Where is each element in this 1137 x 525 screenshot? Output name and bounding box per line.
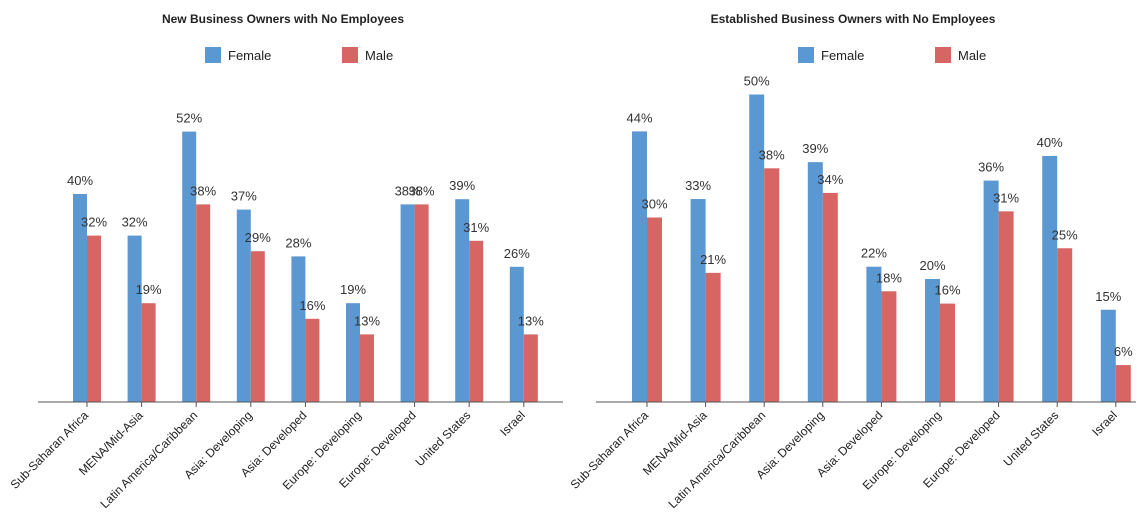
- data-label-male: 25%: [1052, 227, 1078, 242]
- bar-male: [360, 334, 374, 402]
- legend-swatch-female: [205, 47, 221, 63]
- bar-female: [346, 303, 360, 402]
- data-label-male: 16%: [299, 298, 325, 313]
- data-label-male: 38%: [409, 183, 435, 198]
- data-label-male: 38%: [759, 147, 785, 162]
- data-label-female: 19%: [340, 282, 366, 297]
- legend-swatch-male: [935, 47, 951, 63]
- bar-female: [925, 279, 940, 402]
- chart-title: New Business Owners with No Employees: [162, 12, 404, 26]
- data-label-female: 36%: [978, 160, 1004, 175]
- data-label-male: 38%: [190, 183, 216, 198]
- data-label-female: 37%: [231, 189, 257, 204]
- x-tick-label: United States: [1000, 408, 1061, 469]
- bar-male: [881, 291, 897, 402]
- data-label-female: 20%: [919, 258, 945, 273]
- bar-female: [400, 204, 415, 402]
- bar-male: [940, 303, 955, 402]
- data-label-female: 44%: [626, 110, 652, 125]
- bar-female: [236, 209, 251, 402]
- data-label-male: 13%: [518, 313, 544, 328]
- bar-female: [127, 235, 142, 402]
- legend: Female Male: [205, 47, 393, 63]
- bar-male: [305, 318, 320, 402]
- bar-female: [632, 131, 647, 402]
- plot-area: 44%30%Sub-Saharan Africa33%21%MENA/Mid-A…: [568, 74, 1136, 511]
- data-label-male: 6%: [1114, 344, 1133, 359]
- bar-male: [1057, 248, 1073, 402]
- bar-female: [749, 94, 765, 402]
- bar-female: [182, 131, 197, 402]
- new-business-owners-chart: New Business Owners with No Employees Fe…: [8, 12, 563, 511]
- data-label-female: 22%: [861, 246, 887, 261]
- data-label-female: 39%: [449, 178, 475, 193]
- data-label-male: 19%: [136, 282, 162, 297]
- data-label-male: 13%: [354, 313, 380, 328]
- bar-male: [647, 217, 662, 402]
- data-label-female: 39%: [802, 141, 828, 156]
- data-label-male: 31%: [993, 190, 1019, 205]
- x-tick-label: Israel: [497, 408, 528, 439]
- data-label-female: 40%: [1037, 135, 1063, 150]
- bar-female: [455, 199, 470, 402]
- bar-female: [1042, 156, 1058, 402]
- legend-swatch-female: [798, 47, 814, 63]
- bar-female: [509, 266, 524, 402]
- bar-male: [822, 192, 838, 402]
- bar-male: [414, 204, 429, 402]
- bar-male: [705, 272, 721, 402]
- data-label-female: 32%: [122, 215, 148, 230]
- x-tick-label: Latin America/Caribbean: [97, 408, 200, 511]
- bar-male: [1115, 365, 1131, 402]
- legend-label-female: Female: [821, 48, 864, 63]
- data-label-female: 38%: [395, 183, 421, 198]
- data-label-male: 30%: [641, 197, 667, 212]
- bar-female: [291, 256, 306, 402]
- data-label-female: 33%: [685, 178, 711, 193]
- bar-female: [983, 180, 999, 402]
- data-label-female: 52%: [176, 111, 202, 126]
- bar-male: [469, 240, 484, 402]
- data-label-male: 29%: [245, 230, 271, 245]
- data-label-female: 50%: [744, 74, 770, 89]
- data-label-male: 34%: [817, 172, 843, 187]
- bar-female: [866, 266, 882, 402]
- x-tick-label: United States: [412, 408, 473, 469]
- plot-area: 40%32%Sub-Saharan Africa32%19%MENA/Mid-A…: [8, 111, 563, 511]
- chart-title: Established Business Owners with No Empl…: [711, 12, 996, 26]
- data-label-female: 28%: [285, 235, 311, 250]
- bar-male: [998, 211, 1014, 402]
- data-label-female: 40%: [67, 173, 93, 188]
- bar-male: [523, 334, 538, 402]
- bar-male: [250, 251, 265, 402]
- x-tick-label: Sub-Saharan Africa: [568, 408, 652, 492]
- bar-male: [87, 235, 101, 402]
- bar-male: [196, 204, 211, 402]
- data-label-male: 18%: [876, 270, 902, 285]
- data-label-male: 21%: [700, 252, 726, 267]
- legend-swatch-male: [342, 47, 358, 63]
- legend-label-male: Male: [958, 48, 986, 63]
- legend: Female Male: [798, 47, 986, 63]
- x-tick-label: Israel: [1089, 408, 1120, 439]
- legend-label-male: Male: [365, 48, 393, 63]
- data-label-male: 16%: [934, 283, 960, 298]
- established-business-owners-chart: Established Business Owners with No Empl…: [568, 12, 1136, 511]
- data-label-female: 26%: [504, 246, 530, 261]
- x-tick-label: Sub-Saharan Africa: [8, 408, 92, 492]
- legend-label-female: Female: [228, 48, 271, 63]
- bar-female: [73, 194, 87, 402]
- data-label-male: 31%: [463, 220, 489, 235]
- bar-male: [764, 168, 780, 402]
- bar-female: [690, 199, 706, 402]
- data-label-female: 15%: [1095, 289, 1121, 304]
- bar-female: [1100, 309, 1116, 402]
- x-tick-label: Latin America/Caribbean: [665, 408, 768, 511]
- bar-female: [807, 162, 823, 402]
- bar-male: [141, 303, 156, 402]
- data-label-male: 32%: [81, 215, 107, 230]
